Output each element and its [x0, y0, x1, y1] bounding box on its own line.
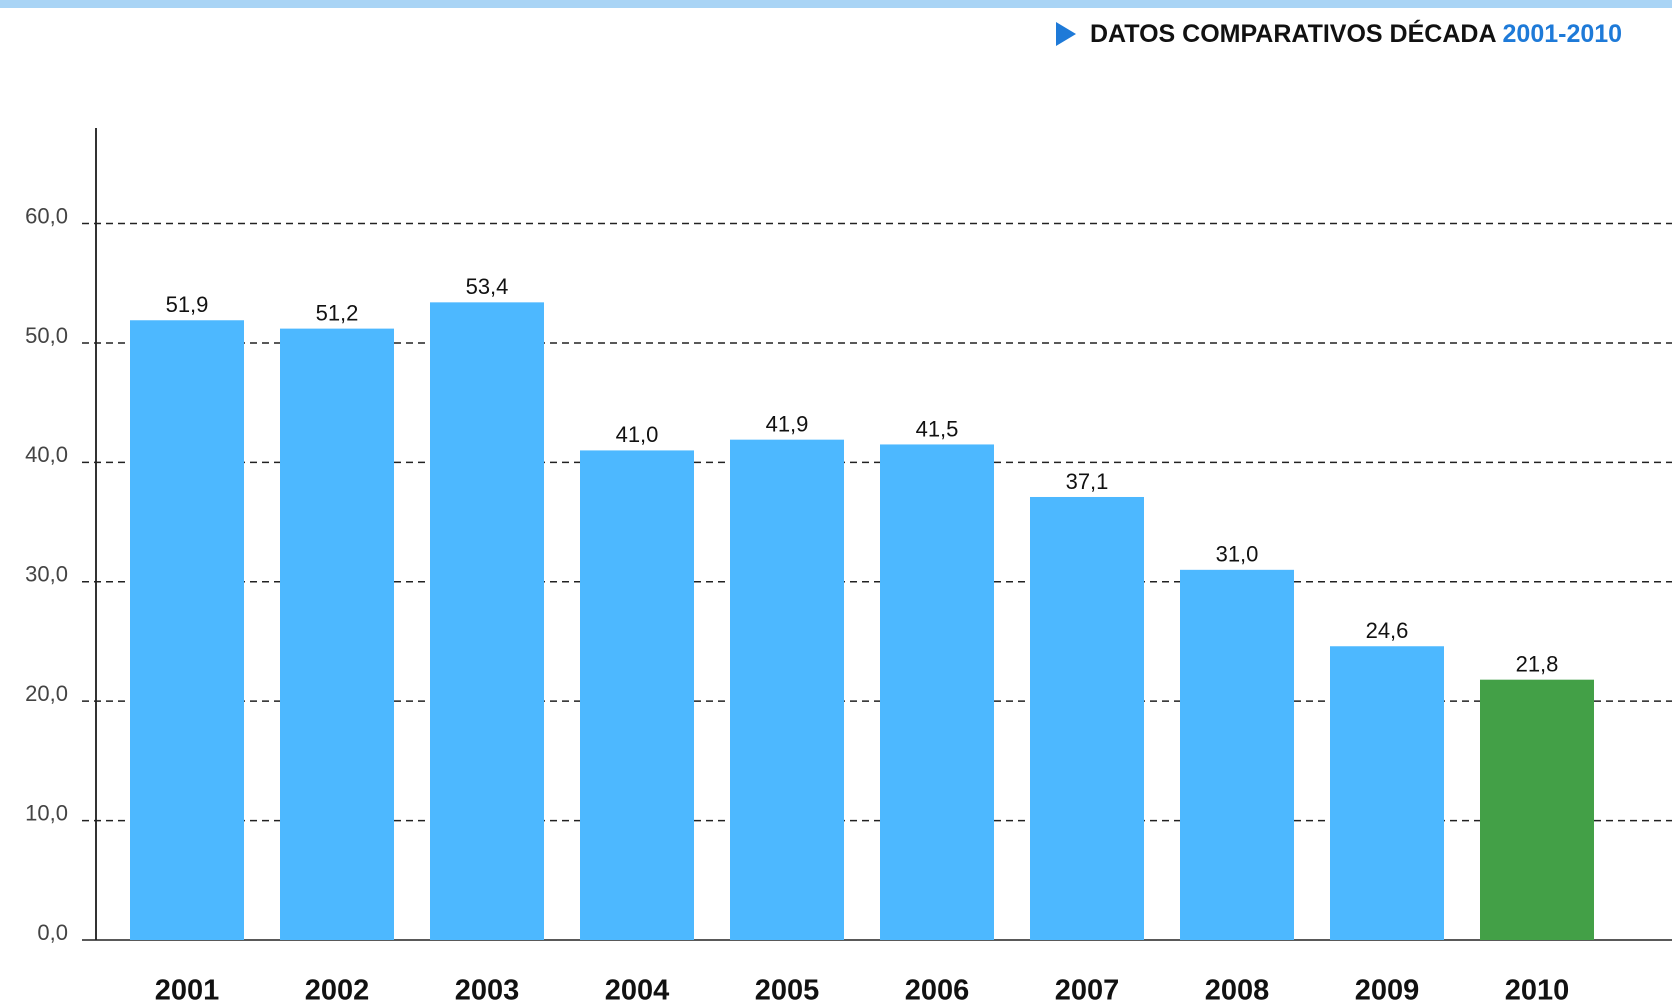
title-main: DATOS COMPARATIVOS DÉCADA [1090, 19, 1496, 48]
top-strip [0, 0, 1672, 8]
value-label: 41,0 [616, 422, 659, 447]
bar [1330, 646, 1444, 940]
x-tick-label: 2006 [905, 975, 970, 1007]
x-tick-label: 2003 [455, 975, 520, 1007]
y-tick-label: 60,0 [25, 203, 68, 228]
y-tick-label: 20,0 [25, 681, 68, 706]
value-label: 41,5 [916, 416, 959, 441]
y-tick-label: 0,0 [37, 920, 68, 945]
bar [580, 450, 694, 940]
value-label: 31,0 [1216, 542, 1259, 567]
value-label: 21,8 [1516, 651, 1559, 676]
y-tick-label: 40,0 [25, 442, 68, 467]
x-tick-label: 2005 [755, 975, 820, 1007]
y-tick-label: 30,0 [25, 562, 68, 587]
value-label: 51,9 [166, 292, 209, 317]
y-tick-label: 50,0 [25, 323, 68, 348]
title-years: 2001-2010 [1503, 20, 1623, 48]
bar [430, 302, 544, 940]
value-label: 53,4 [466, 274, 509, 299]
x-tick-label: 2009 [1355, 975, 1420, 1007]
bar [880, 444, 994, 940]
x-tick-label: 2010 [1505, 975, 1570, 1007]
x-tick-label: 2001 [155, 975, 220, 1007]
chart-title: DATOS COMPARATIVOS DÉCADA 2001-2010 [1090, 19, 1622, 48]
bar [280, 328, 394, 940]
value-label: 24,6 [1366, 618, 1409, 643]
bar [1480, 679, 1594, 940]
y-tick-label: 10,0 [25, 800, 68, 825]
value-label: 51,2 [316, 300, 359, 325]
bar [1030, 496, 1144, 940]
x-tick-label: 2004 [605, 975, 670, 1007]
value-label: 41,9 [766, 411, 809, 436]
x-tick-label: 2008 [1205, 975, 1270, 1007]
x-tick-label: 2002 [305, 975, 370, 1007]
bar [1180, 569, 1294, 940]
title-arrow [1056, 22, 1076, 46]
bar [130, 320, 244, 940]
x-tick-label: 2007 [1055, 975, 1120, 1007]
value-label: 37,1 [1066, 469, 1109, 494]
bar [730, 439, 844, 940]
